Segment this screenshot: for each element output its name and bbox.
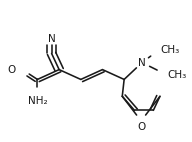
Text: O: O xyxy=(7,65,16,75)
Text: N: N xyxy=(48,34,55,44)
Text: CH₃: CH₃ xyxy=(167,70,187,80)
Text: N: N xyxy=(138,58,146,68)
Text: NH₂: NH₂ xyxy=(28,96,47,106)
Text: CH₃: CH₃ xyxy=(160,45,179,55)
Text: O: O xyxy=(137,122,145,132)
